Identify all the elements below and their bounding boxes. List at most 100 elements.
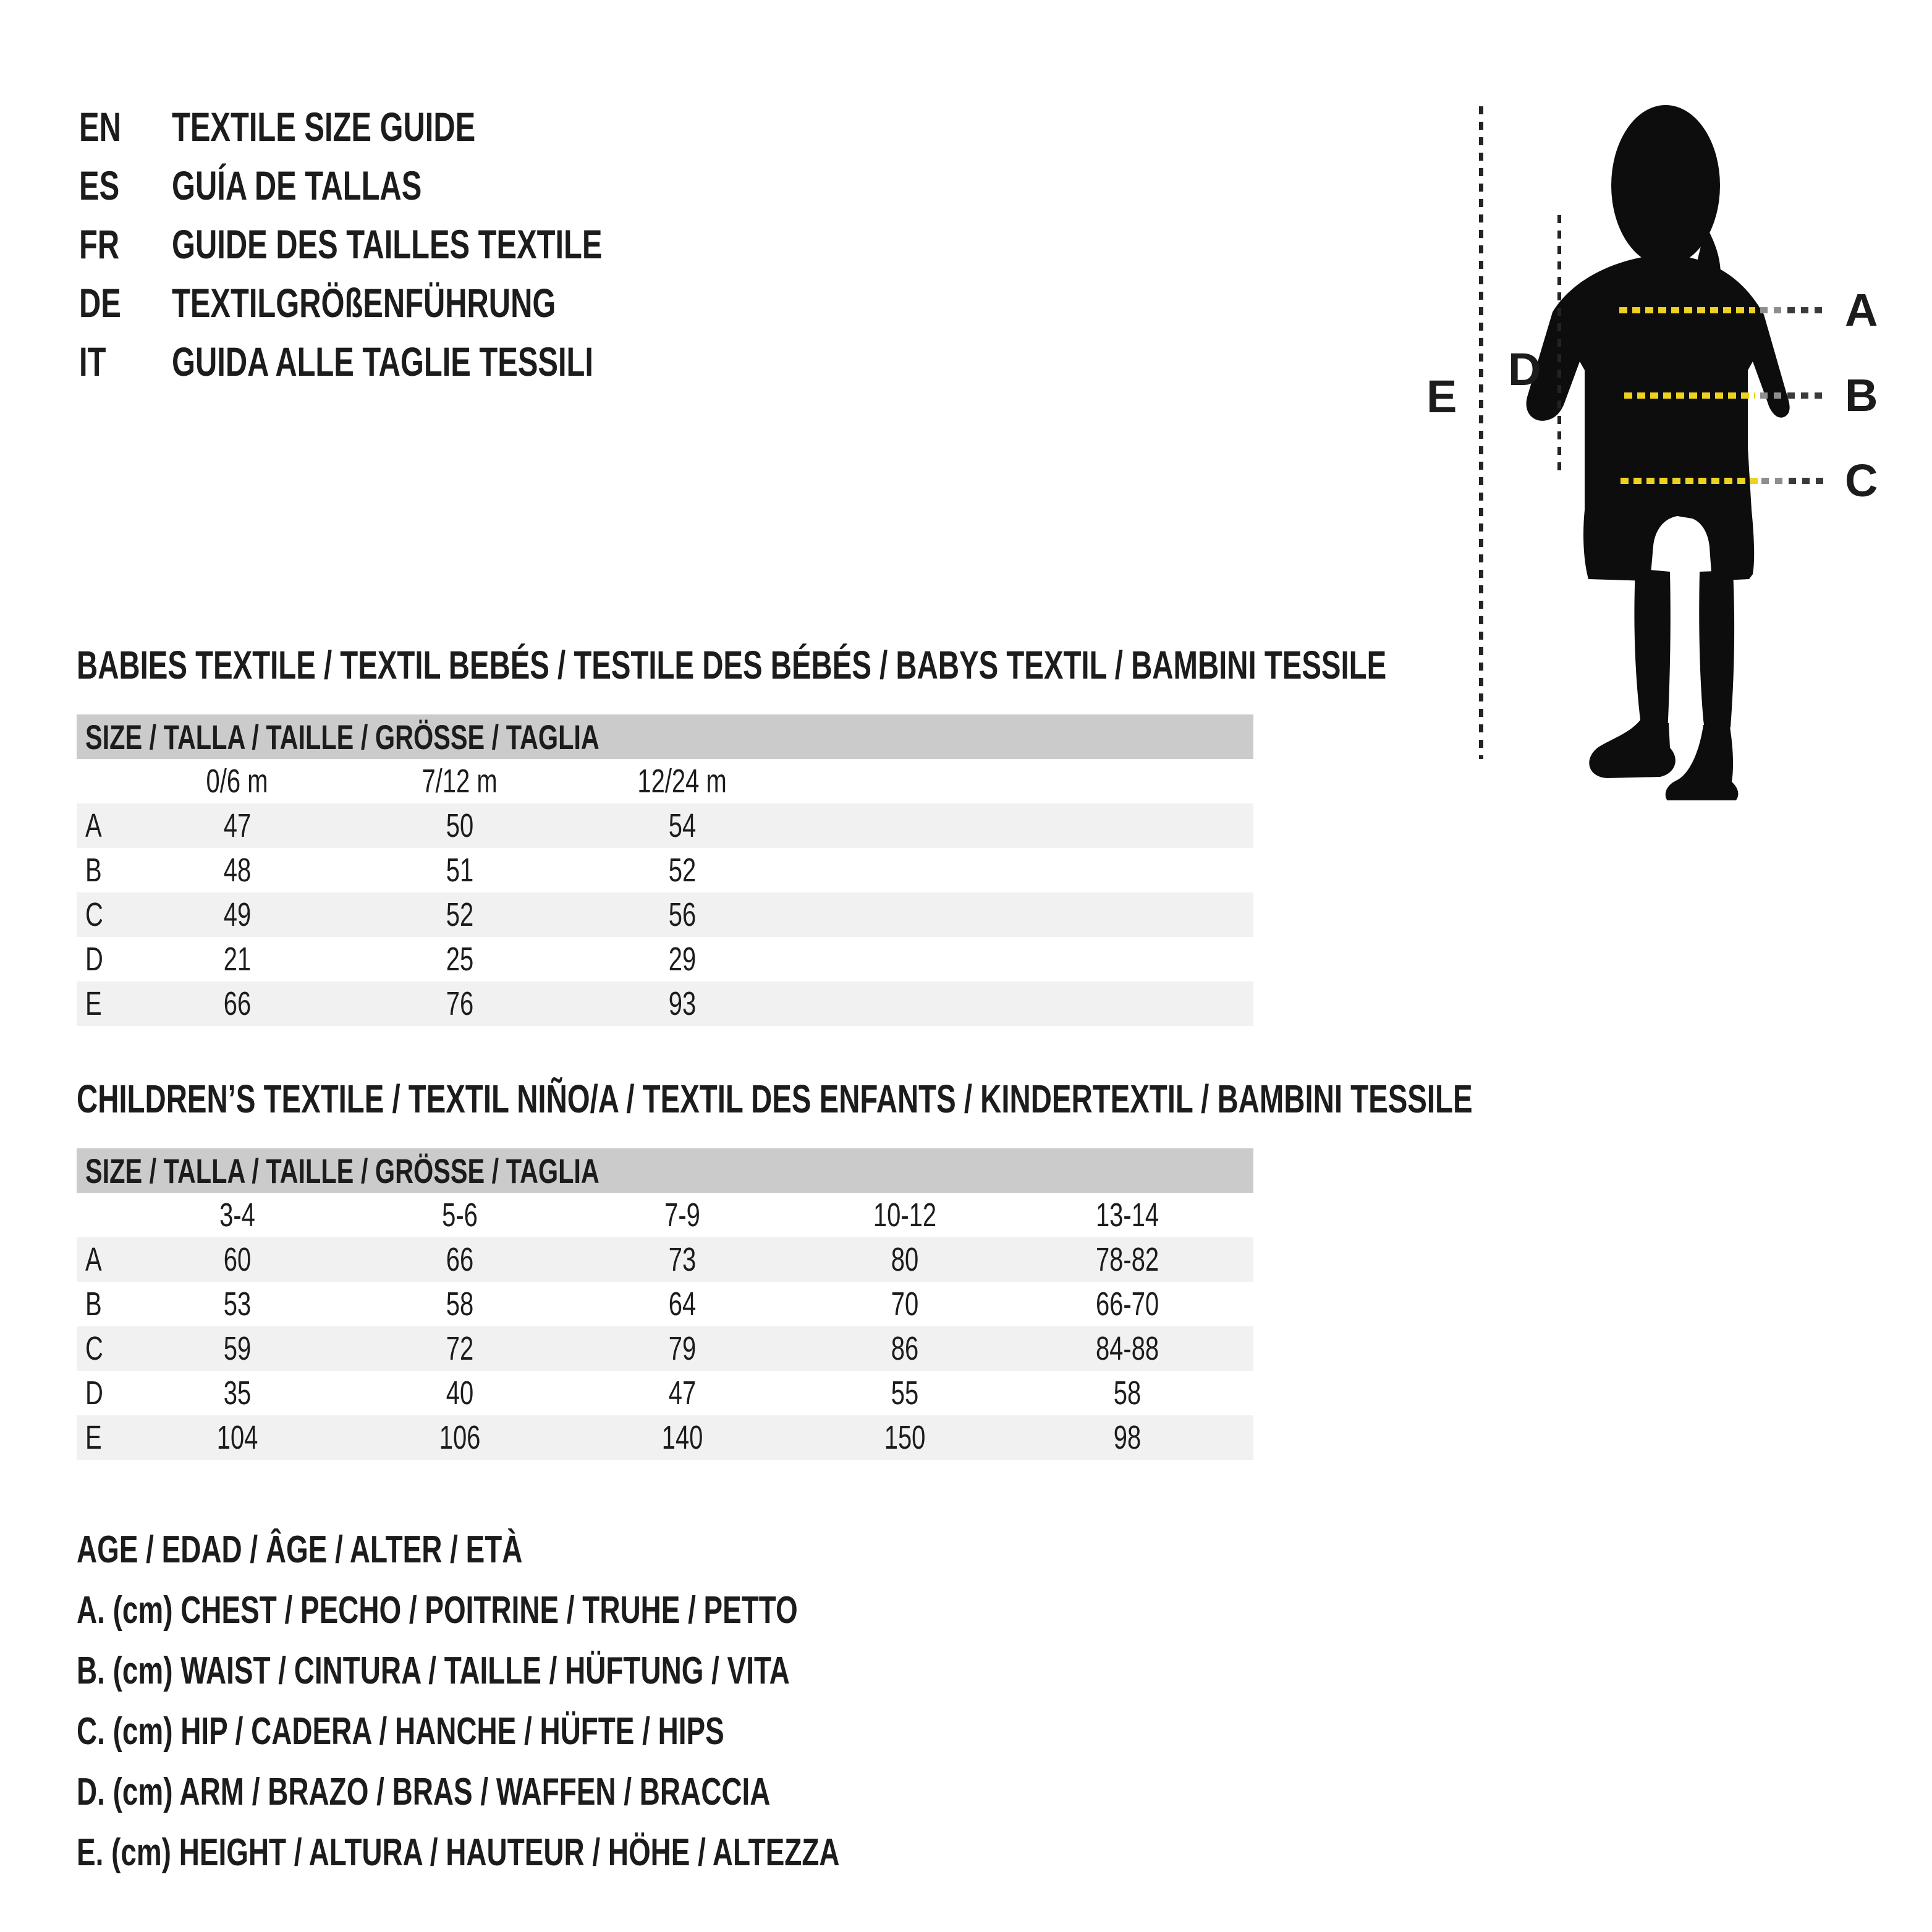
figure-label-E: E [1426, 371, 1457, 422]
table-cell: 98 [1113, 1419, 1142, 1456]
figure-label-B: B [1845, 370, 1878, 421]
table-row: D 35 40 47 55 58 [77, 1371, 1253, 1415]
column-header: 7/12 m [422, 763, 498, 800]
children-size-table: SIZE / TALLA / TAILLE / GRÖSSE / TAGLIA … [77, 1148, 1253, 1460]
table-cell: 25 [446, 941, 474, 978]
table-cell: 86 [891, 1330, 919, 1367]
babies-column-header-row: 0/6 m 7/12 m 12/24 m [77, 759, 1253, 803]
table-cell: 60 [223, 1241, 252, 1278]
table-row: C 49 52 56 [77, 892, 1253, 937]
table-cell: 59 [223, 1330, 252, 1367]
table-row: B 53 58 64 70 66-70 [77, 1282, 1253, 1326]
table-cell: 54 [668, 807, 697, 844]
table-cell: 66 [223, 985, 252, 1022]
table-row: A 47 50 54 [77, 803, 1253, 848]
table-cell: 58 [1113, 1375, 1142, 1412]
guide-title-es: GUÍA DE TALLAS [172, 162, 422, 208]
children-size-header-bar: SIZE / TALLA / TAILLE / GRÖSSE / TAGLIA [77, 1148, 1253, 1193]
row-label: B [85, 1286, 102, 1323]
row-label: D [85, 1375, 103, 1412]
table-cell: 50 [446, 807, 474, 844]
silhouette-left-shoe [1589, 720, 1676, 778]
table-cell: 48 [223, 852, 252, 889]
table-cell: 66-70 [1095, 1286, 1159, 1323]
waist-measure-dashes-dark [1787, 392, 1828, 399]
figure-label-D: D [1508, 344, 1541, 395]
table-cell: 21 [223, 941, 252, 978]
silhouette-shirt [1526, 254, 1790, 498]
table-cell: 35 [223, 1375, 252, 1412]
table-cell: 84-88 [1095, 1330, 1159, 1367]
table-row: E 66 76 93 [77, 981, 1253, 1026]
lang-code: EN [79, 103, 121, 150]
legend-line-chest: A. (cm) CHEST / PECHO / POITRINE / TRUHE… [77, 1588, 798, 1632]
lang-row-es: ES GUÍA DE TALLAS [79, 156, 753, 214]
arm-measure-line-D [1557, 215, 1561, 473]
legend-line-waist: B. (cm) WAIST / CINTURA / TAILLE / HÜFTU… [77, 1649, 790, 1692]
guide-title-de: TEXTILGRÖßENFÜHRUNG [172, 279, 556, 326]
hip-measure-dashes-mid [1761, 478, 1784, 484]
table-row: E 104 106 140 150 98 [77, 1415, 1253, 1460]
row-label: A [85, 1241, 102, 1278]
babies-size-header-bar: SIZE / TALLA / TAILLE / GRÖSSE / TAGLIA [77, 714, 1253, 759]
table-cell: 78-82 [1095, 1241, 1159, 1278]
figure-label-A: A [1845, 284, 1878, 336]
silhouette-head [1611, 105, 1720, 266]
table-cell: 76 [446, 985, 474, 1022]
waist-measure-dashes-mid [1760, 392, 1782, 399]
column-header: 5-6 [442, 1197, 478, 1234]
silhouette-right-shoe [1665, 723, 1739, 800]
lang-row-it: IT GUIDA ALLE TAGLIE TESSILI [79, 332, 753, 391]
table-row: A 60 66 73 80 78-82 [77, 1237, 1253, 1282]
row-label: B [85, 852, 102, 889]
hip-measure-dashes-yellow [1621, 478, 1758, 484]
silhouette-right-leg [1699, 570, 1735, 729]
table-cell: 70 [891, 1286, 919, 1323]
lang-code: ES [79, 162, 120, 208]
row-label: C [85, 1330, 103, 1367]
chest-measure-dashes-yellow [1619, 307, 1755, 313]
column-header: 3-4 [219, 1197, 255, 1234]
table-cell: 29 [668, 941, 697, 978]
table-cell: 72 [446, 1330, 474, 1367]
table-cell: 52 [446, 896, 474, 933]
guide-title-fr: GUIDE DES TAILLES TEXTILE [172, 221, 603, 267]
children-column-header-row: 3-4 5-6 7-9 10-12 13-14 [77, 1193, 1253, 1237]
table-cell: 106 [439, 1419, 481, 1456]
row-label: E [85, 985, 102, 1022]
row-label: D [85, 941, 103, 978]
legend-line-hip: C. (cm) HIP / CADERA / HANCHE / HÜFTE / … [77, 1710, 724, 1753]
child-silhouette [1526, 105, 1790, 800]
silhouette-left-leg [1634, 569, 1671, 732]
table-cell: 64 [668, 1286, 697, 1323]
column-header: 0/6 m [206, 763, 268, 800]
lang-row-de: DE TEXTILGRÖßENFÜHRUNG [79, 273, 753, 332]
table-cell: 150 [884, 1419, 926, 1456]
figure-label-C: C [1845, 455, 1878, 506]
chest-measure-dashes-mid [1760, 307, 1782, 313]
silhouette-shorts [1583, 448, 1755, 581]
lang-code: DE [79, 279, 121, 326]
table-cell: 51 [446, 852, 474, 889]
lang-row-fr: FR GUIDE DES TAILLES TEXTILE [79, 214, 753, 273]
lang-code: IT [79, 338, 106, 384]
table-cell: 104 [216, 1419, 258, 1456]
table-row: B 48 51 52 [77, 848, 1253, 892]
column-header: 7-9 [664, 1197, 700, 1234]
table-cell: 58 [446, 1286, 474, 1323]
children-section-heading: CHILDREN’S TEXTILE / TEXTIL NIÑO/A / TEX… [77, 1077, 1473, 1121]
row-label: A [85, 807, 102, 844]
table-cell: 52 [668, 852, 697, 889]
column-header: 12/24 m [637, 763, 727, 800]
table-cell: 56 [668, 896, 697, 933]
guide-title-en: TEXTILE SIZE GUIDE [172, 103, 476, 150]
hip-measure-dashes-dark [1789, 478, 1828, 484]
column-header: 13-14 [1095, 1197, 1159, 1234]
language-title-block: EN TEXTILE SIZE GUIDE ES GUÍA DE TALLAS … [79, 97, 753, 391]
table-cell: 140 [661, 1419, 703, 1456]
table-cell: 79 [668, 1330, 697, 1367]
guide-title-it: GUIDA ALLE TAGLIE TESSILI [172, 338, 593, 384]
lang-row-en: EN TEXTILE SIZE GUIDE [79, 97, 753, 156]
table-cell: 80 [891, 1241, 919, 1278]
